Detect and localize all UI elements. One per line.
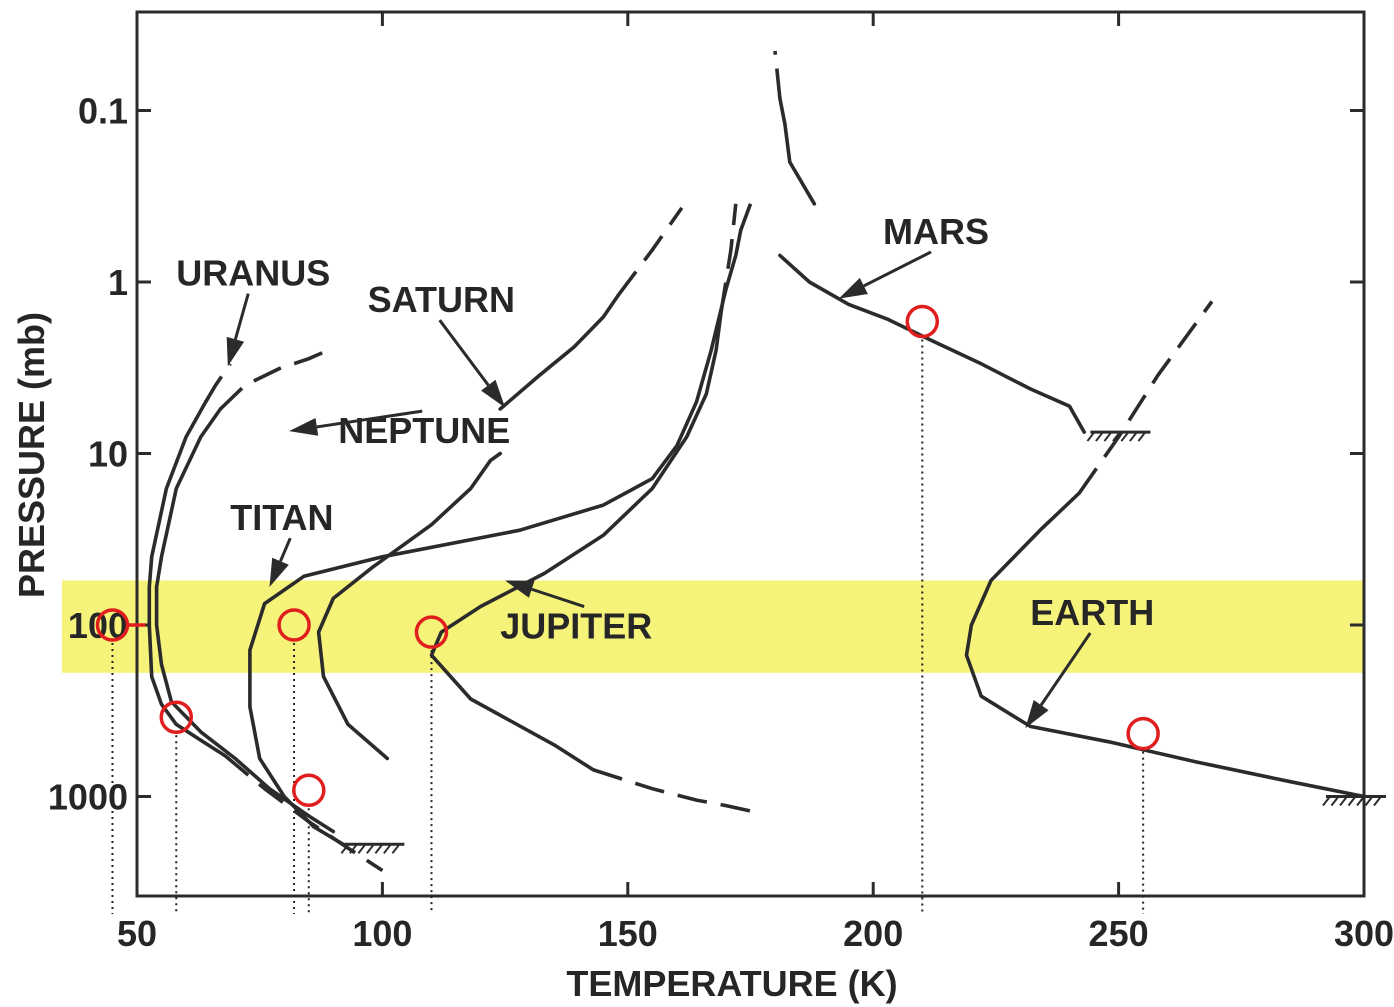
curve-labels: URANUS NEPTUNE SATURN TITAN JUPITER MARS EARTH [176, 211, 1154, 729]
label-arrow-line [438, 319, 490, 387]
label-saturn: SATURN [368, 279, 515, 320]
x-tick-label: 150 [598, 913, 658, 954]
titan-dashed-line [739, 203, 753, 232]
surface-hatch [1339, 795, 1348, 807]
earth-dashed-line [1077, 300, 1214, 495]
red-circle-marker [277, 608, 311, 642]
mars-solid-line [778, 96, 817, 206]
surface-hatch [340, 843, 350, 854]
surface-hatch [366, 843, 375, 854]
surface-hatch [1373, 795, 1382, 807]
label-arrow-head [226, 336, 245, 367]
dotted-drop-lines [111, 339, 1145, 914]
saturn-solid-line [316, 451, 502, 761]
label-arrow-line [531, 587, 585, 609]
label-arrow-line [863, 250, 932, 288]
label-arrow-line [233, 293, 250, 340]
saturn-solid-line [498, 293, 620, 411]
x-tick-label: 250 [1089, 913, 1149, 954]
jupiter-dashed-line [719, 203, 738, 313]
y-axis-title: PRESSURE (mb) [11, 312, 52, 598]
surface-hatch [349, 843, 358, 854]
titan-solid-line [248, 228, 743, 847]
label-arrow-head [1025, 700, 1049, 729]
series-jupiter [429, 203, 761, 815]
label-arrow-head [269, 557, 289, 587]
label-arrow-head [838, 277, 868, 299]
surface-hatch [374, 843, 384, 854]
temperature-profiles [147, 50, 1386, 873]
label-arrow-head [481, 379, 506, 408]
red-circle-marker [159, 700, 194, 734]
label-earth: EARTH [1030, 592, 1154, 633]
label-mars: MARS [883, 211, 989, 252]
label-arrow-line [1039, 632, 1092, 706]
x-tick-label: 200 [843, 913, 903, 954]
label-neptune: NEPTUNE [338, 410, 510, 451]
surface-hatch [1347, 795, 1357, 807]
label-titan: TITAN [230, 497, 333, 538]
neptune-solid-line [154, 407, 223, 589]
surface-marker-earth [1322, 795, 1386, 807]
x-tick-label: 100 [352, 913, 412, 954]
label-arrow-head [289, 418, 319, 436]
saturn-dashed-line [616, 206, 684, 297]
uranus-solid-line [147, 400, 208, 589]
surface-marker-titan [340, 842, 405, 854]
surface-hatch [357, 843, 367, 854]
surface-hatch [1356, 795, 1365, 807]
uranus-dashed-line [204, 362, 232, 403]
surface-hatch [1322, 795, 1331, 807]
jupiter-dashed-line [592, 768, 761, 815]
x-tick-label: 300 [1334, 913, 1394, 954]
red-circle-marker [1126, 716, 1160, 751]
plot-frame [135, 10, 1366, 898]
label-arrow-line [316, 409, 423, 429]
x-axis-title: TEMPERATURE (K) [566, 963, 897, 1004]
surface-hatch [1330, 795, 1340, 807]
surface-hatch [1364, 795, 1374, 807]
series-saturn [316, 206, 684, 761]
series-titan [248, 203, 753, 847]
surface-hatch [1086, 431, 1096, 442]
surface-hatch [383, 843, 392, 854]
y-tick-label: 10 [88, 434, 128, 475]
surface-hatch [1120, 431, 1130, 442]
label-jupiter: JUPITER [500, 606, 652, 647]
mars-solid-line [778, 253, 1086, 434]
red-circle-marker [414, 615, 449, 649]
uranus-solid-line [147, 585, 228, 758]
series-earth [964, 300, 1366, 799]
red-circle-marker [292, 773, 326, 808]
surface-hatch [391, 843, 401, 854]
label-uranus: URANUS [176, 253, 330, 294]
surface-marker-mars [1086, 430, 1151, 442]
surface-hatch [1137, 431, 1147, 442]
surface-hatch [1112, 431, 1121, 442]
label-arrow-head [505, 580, 535, 598]
red-circle-marker [905, 304, 940, 339]
red-circle-markers [95, 304, 1160, 808]
y-tick-label: 1 [108, 262, 128, 303]
surface-hatch [1095, 431, 1104, 442]
mars-dashed-line [773, 50, 782, 99]
surface-hatch [1103, 431, 1113, 442]
x-tick-label: 50 [117, 913, 157, 954]
label-arrow-line [279, 537, 292, 562]
jupiter-solid-line [429, 310, 723, 772]
series-mars [773, 50, 1086, 434]
y-tick-label: 1000 [48, 777, 128, 818]
earth-solid-line [964, 491, 1366, 799]
y-tick-label: 0.1 [78, 91, 128, 132]
neptune-dashed-line [219, 348, 330, 411]
surface-hatch [1129, 431, 1138, 442]
